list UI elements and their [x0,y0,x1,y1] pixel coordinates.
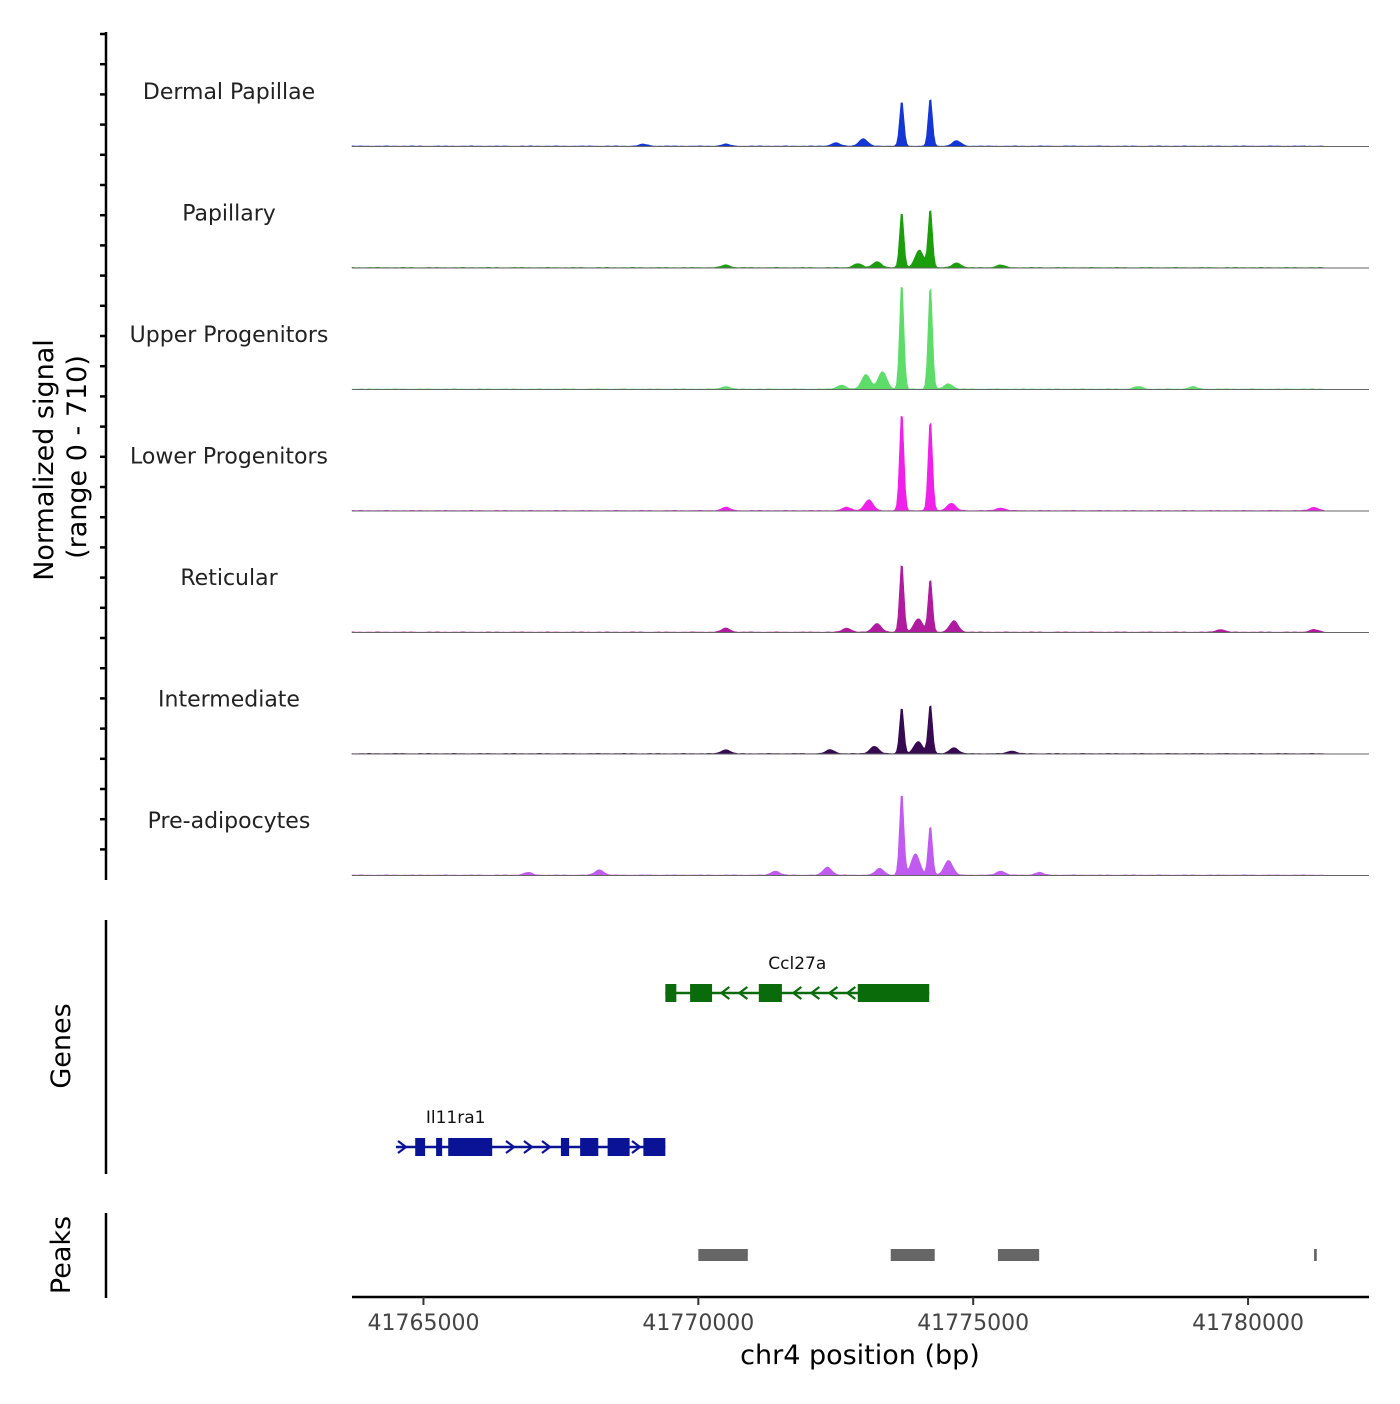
x-tick-label: 41765000 [367,1311,479,1336]
gene-exon [560,1138,570,1156]
signal-axis-title: Normalized signal [29,339,60,581]
track-label: Upper Progenitors [130,323,329,348]
peak-region [997,1249,1040,1261]
coverage-area [351,415,1327,512]
gene-exon [690,984,713,1002]
gene-exon [857,984,930,1002]
gene-exon [415,1138,426,1156]
gene-exon [665,984,677,1002]
strand-arrow [827,986,839,1000]
coverage-area [351,286,1326,390]
strand-arrow [719,986,731,1000]
x-axis-title: chr4 position (bp) [740,1340,980,1371]
coverage-area [351,99,1326,147]
strand-arrow [791,986,803,1000]
track-3: Upper Progenitors [130,286,1369,390]
coverage-area [351,565,1326,633]
gene-exon [448,1138,493,1156]
signal-axis-ticks [100,32,106,851]
track-4: Lower Progenitors [130,415,1369,512]
gene-annotations: Ccl27a Il11ra1 [395,954,930,1156]
strand-arrow [845,986,857,1000]
signal-axis-range-label: (range 0 - 710) [62,355,93,559]
gene-label: Il11ra1 [426,1108,486,1128]
peak-region [698,1249,748,1261]
genes-panel-title: Genes [46,1003,77,1088]
coverage-area [351,210,1326,269]
track-7: Pre-adipocytes [148,795,1369,876]
peaks-panel-title: Peaks [46,1216,77,1294]
strand-arrow [809,986,821,1000]
strand-arrow [541,1140,552,1154]
track-label: Lower Progenitors [130,445,328,470]
strand-arrow [737,986,749,1000]
track-2: Papillary [182,202,1369,269]
track-5: Reticular [180,565,1369,633]
gene-label: Ccl27a [768,954,826,974]
x-tick-label: 41780000 [1192,1311,1304,1336]
track-label: Dermal Papillae [143,80,315,105]
strand-arrow [397,1140,408,1154]
track-label: Intermediate [158,688,300,713]
gene-exon [643,1138,666,1156]
track-1: Dermal Papillae [143,80,1369,147]
coverage-tracks: Dermal Papillae Papillary Upper Progenitor… [130,80,1369,876]
track-6: Intermediate [158,688,1369,755]
peak-region [890,1249,935,1261]
gene-exon [436,1138,443,1156]
track-label: Reticular [180,566,278,591]
coverage-area [351,795,1326,876]
gene-exon [580,1138,599,1156]
strand-arrow [523,1140,534,1154]
x-tick-label: 41770000 [642,1311,754,1336]
track-label: Papillary [182,202,276,227]
gene-Il11ra1: Il11ra1 [395,1108,666,1156]
strand-arrow [631,1140,642,1154]
gene-Ccl27a: Ccl27a [665,954,930,1002]
track-label: Pre-adipocytes [148,809,311,834]
gene-exon [758,984,782,1002]
x-axis-ticks: 41765000 41770000 41775000 41780000 [367,1297,1304,1336]
coverage-area [351,705,1326,755]
strand-arrow [505,1140,516,1154]
peak-region [1314,1249,1317,1261]
x-tick-label: 41775000 [917,1311,1029,1336]
gene-exon [607,1138,630,1156]
peak-regions [698,1249,1317,1261]
